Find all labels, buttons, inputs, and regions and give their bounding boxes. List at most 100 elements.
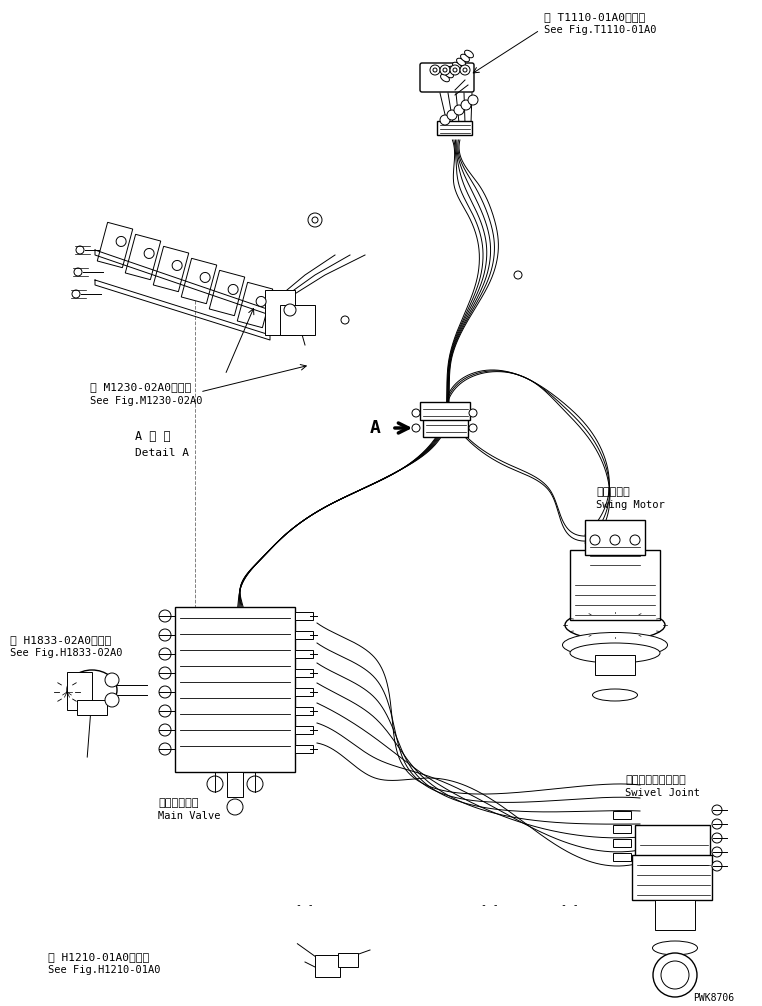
- Circle shape: [469, 424, 477, 432]
- Bar: [237, 283, 273, 328]
- Circle shape: [630, 535, 640, 545]
- Circle shape: [247, 776, 263, 792]
- Bar: [655, 900, 695, 930]
- Bar: [295, 612, 313, 620]
- Text: See Fig.M1230-02A0: See Fig.M1230-02A0: [90, 396, 203, 406]
- Ellipse shape: [570, 643, 660, 663]
- Bar: [295, 631, 313, 639]
- Circle shape: [661, 961, 689, 989]
- Bar: [585, 520, 645, 555]
- Circle shape: [412, 424, 420, 432]
- Bar: [613, 811, 631, 819]
- Ellipse shape: [562, 633, 668, 658]
- Text: Main Valve: Main Valve: [158, 811, 220, 821]
- Ellipse shape: [652, 941, 697, 955]
- Circle shape: [463, 68, 467, 72]
- Bar: [595, 655, 635, 675]
- Ellipse shape: [440, 74, 450, 81]
- Ellipse shape: [444, 70, 453, 77]
- Circle shape: [469, 409, 477, 417]
- Circle shape: [341, 316, 349, 324]
- Circle shape: [159, 648, 171, 660]
- Circle shape: [76, 246, 84, 254]
- Circle shape: [712, 819, 722, 829]
- Bar: [635, 825, 710, 860]
- Circle shape: [712, 833, 722, 843]
- Circle shape: [207, 776, 223, 792]
- Bar: [67, 672, 92, 710]
- Circle shape: [256, 297, 266, 307]
- Bar: [98, 222, 133, 268]
- Bar: [613, 825, 631, 833]
- Circle shape: [514, 271, 522, 279]
- Ellipse shape: [453, 62, 462, 69]
- Circle shape: [228, 285, 238, 295]
- FancyBboxPatch shape: [420, 63, 474, 92]
- Circle shape: [433, 68, 437, 72]
- Circle shape: [72, 290, 80, 298]
- Circle shape: [440, 65, 450, 75]
- Bar: [437, 121, 472, 135]
- Ellipse shape: [67, 670, 117, 710]
- Circle shape: [159, 686, 171, 698]
- Bar: [295, 745, 313, 753]
- Circle shape: [227, 799, 243, 815]
- Circle shape: [412, 409, 420, 417]
- Circle shape: [159, 667, 171, 679]
- Text: See Fig.H1210-01A0: See Fig.H1210-01A0: [48, 965, 161, 975]
- Text: メインバルブ: メインバルブ: [158, 798, 198, 808]
- Bar: [227, 772, 243, 797]
- Circle shape: [653, 953, 697, 997]
- Circle shape: [159, 629, 171, 641]
- Ellipse shape: [456, 58, 466, 65]
- Circle shape: [460, 65, 470, 75]
- Circle shape: [74, 268, 82, 276]
- Circle shape: [116, 236, 126, 246]
- Text: スイベルジョイント: スイベルジョイント: [625, 775, 686, 785]
- Ellipse shape: [593, 689, 638, 701]
- Bar: [570, 550, 660, 620]
- Ellipse shape: [449, 66, 457, 73]
- Circle shape: [453, 68, 457, 72]
- Bar: [153, 246, 189, 292]
- Bar: [210, 271, 245, 316]
- Circle shape: [159, 743, 171, 754]
- Circle shape: [712, 861, 722, 871]
- Text: Swing Motor: Swing Motor: [596, 500, 664, 510]
- Bar: [265, 290, 295, 335]
- Bar: [280, 305, 315, 335]
- Bar: [295, 726, 313, 734]
- Circle shape: [159, 724, 171, 736]
- Polygon shape: [95, 250, 270, 315]
- Bar: [175, 607, 295, 772]
- Bar: [181, 259, 216, 304]
- Bar: [295, 707, 313, 715]
- Ellipse shape: [565, 610, 665, 640]
- Text: 旋回モータ: 旋回モータ: [596, 487, 629, 497]
- Circle shape: [308, 213, 322, 227]
- Text: PWK8706: PWK8706: [693, 993, 734, 1003]
- Text: 第 M1230-02A0図参照: 第 M1230-02A0図参照: [90, 382, 191, 392]
- Circle shape: [200, 273, 210, 283]
- Bar: [420, 402, 470, 420]
- Text: - -: - -: [296, 900, 314, 910]
- Bar: [77, 700, 107, 715]
- Circle shape: [159, 610, 171, 622]
- Circle shape: [443, 68, 447, 72]
- Circle shape: [468, 95, 478, 105]
- Circle shape: [461, 100, 471, 110]
- Bar: [338, 953, 358, 967]
- Circle shape: [450, 65, 460, 75]
- Bar: [295, 688, 313, 696]
- Circle shape: [105, 693, 119, 707]
- Text: 第 H1210-01A0図参照: 第 H1210-01A0図参照: [48, 952, 149, 962]
- Circle shape: [105, 673, 119, 687]
- Bar: [632, 855, 712, 900]
- Text: A 詳 細: A 詳 細: [135, 430, 171, 443]
- Circle shape: [610, 535, 620, 545]
- Text: Swivel Joint: Swivel Joint: [625, 788, 700, 798]
- Circle shape: [284, 304, 296, 316]
- Bar: [613, 853, 631, 861]
- Circle shape: [590, 535, 600, 545]
- Circle shape: [447, 110, 457, 120]
